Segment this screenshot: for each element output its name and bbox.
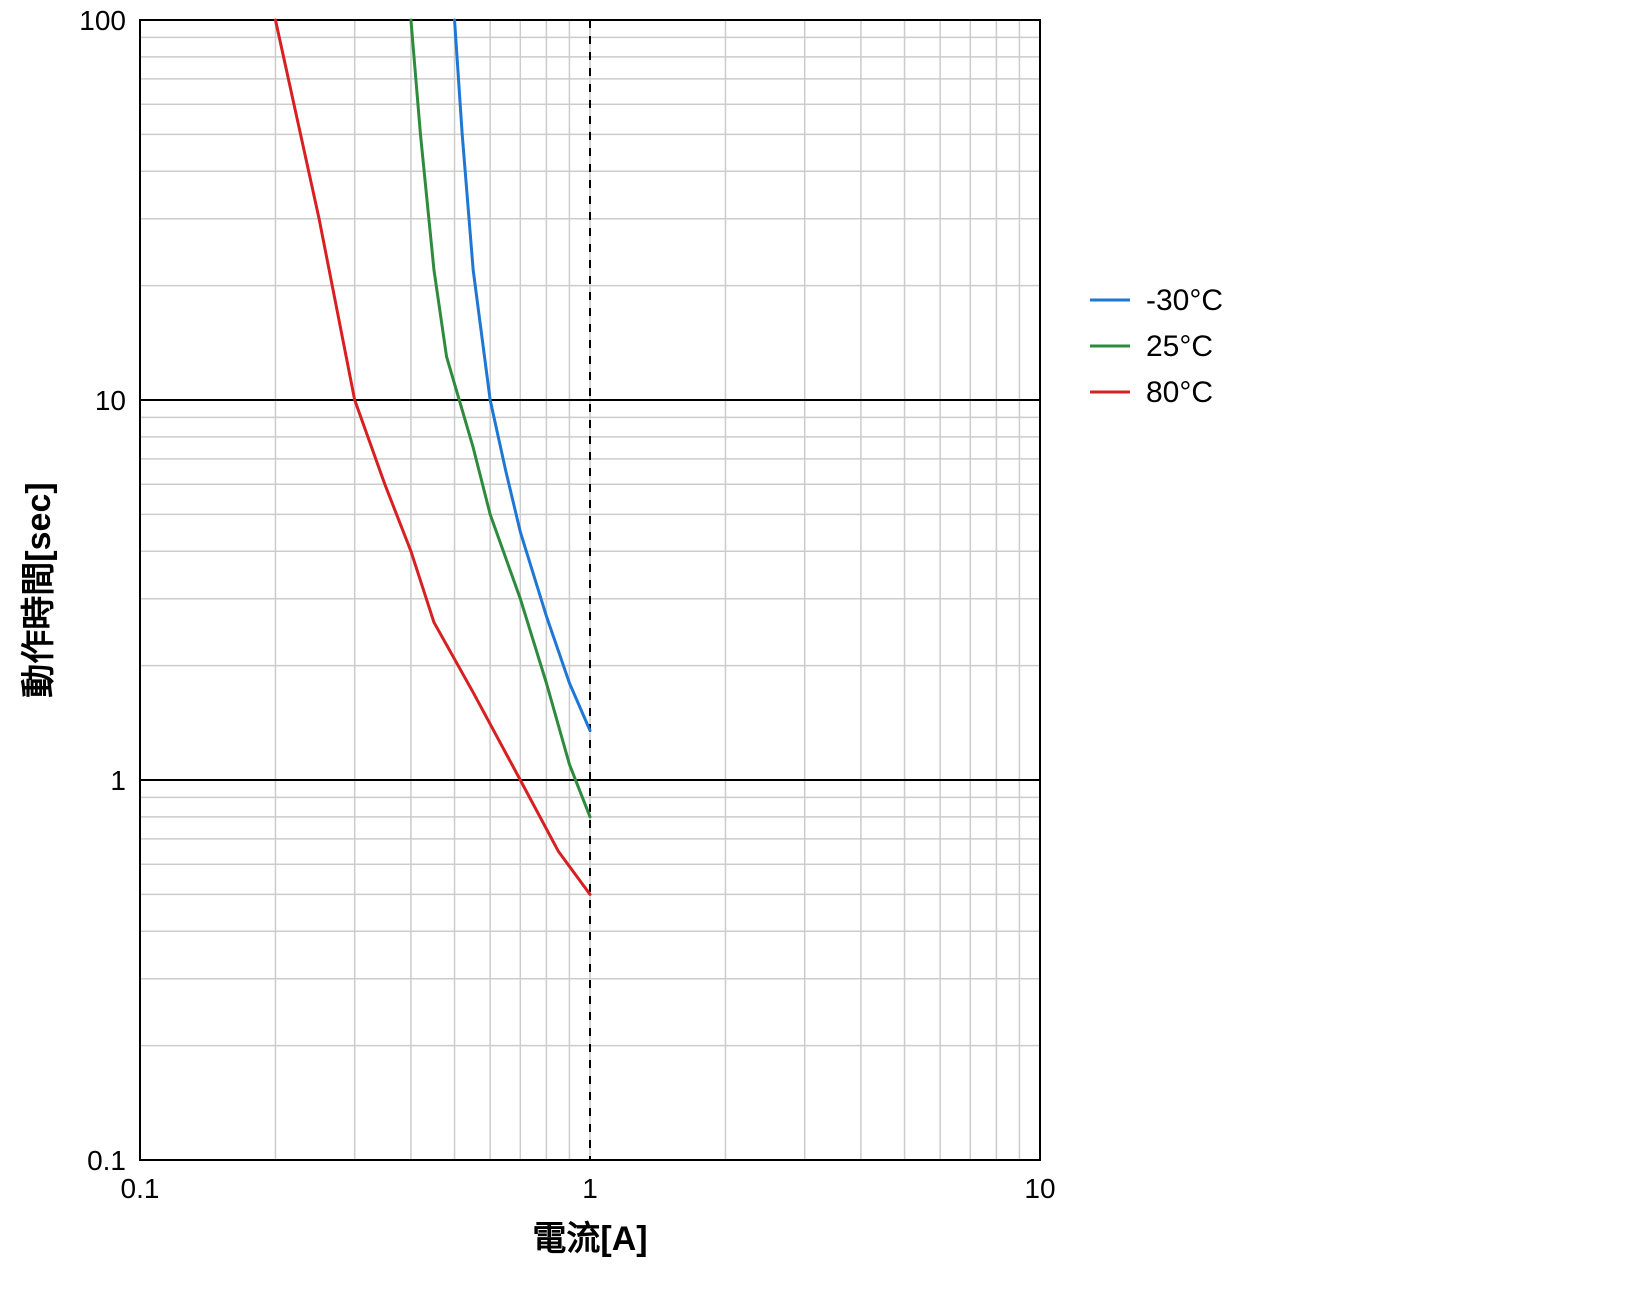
y-tick-label: 10 [95,385,126,416]
chart-container: 0.1 1 10 0.1 1 10 100 電流[A] 動作時間[sec] -30°C 25°C 80… [0,0,1634,1296]
legend-label: 80°C [1146,376,1213,409]
x-tick-label: 1 [582,1173,598,1204]
loglog-chart: 0.1 1 10 0.1 1 10 100 電流[A] 動作時間[sec] -30°C 25°C 80… [0,0,1634,1296]
y-tick-label: 0.1 [87,1145,126,1176]
x-axis-title: 電流[A] [532,1220,647,1258]
legend-label: 25°C [1146,330,1213,363]
y-tick-label: 1 [110,765,126,796]
y-tick-label: 100 [79,5,126,36]
y-axis-title: 動作時間[sec] [20,482,58,697]
legend-label: -30°C [1146,284,1223,317]
x-tick-label: 0.1 [121,1173,160,1204]
x-tick-label: 10 [1024,1173,1055,1204]
